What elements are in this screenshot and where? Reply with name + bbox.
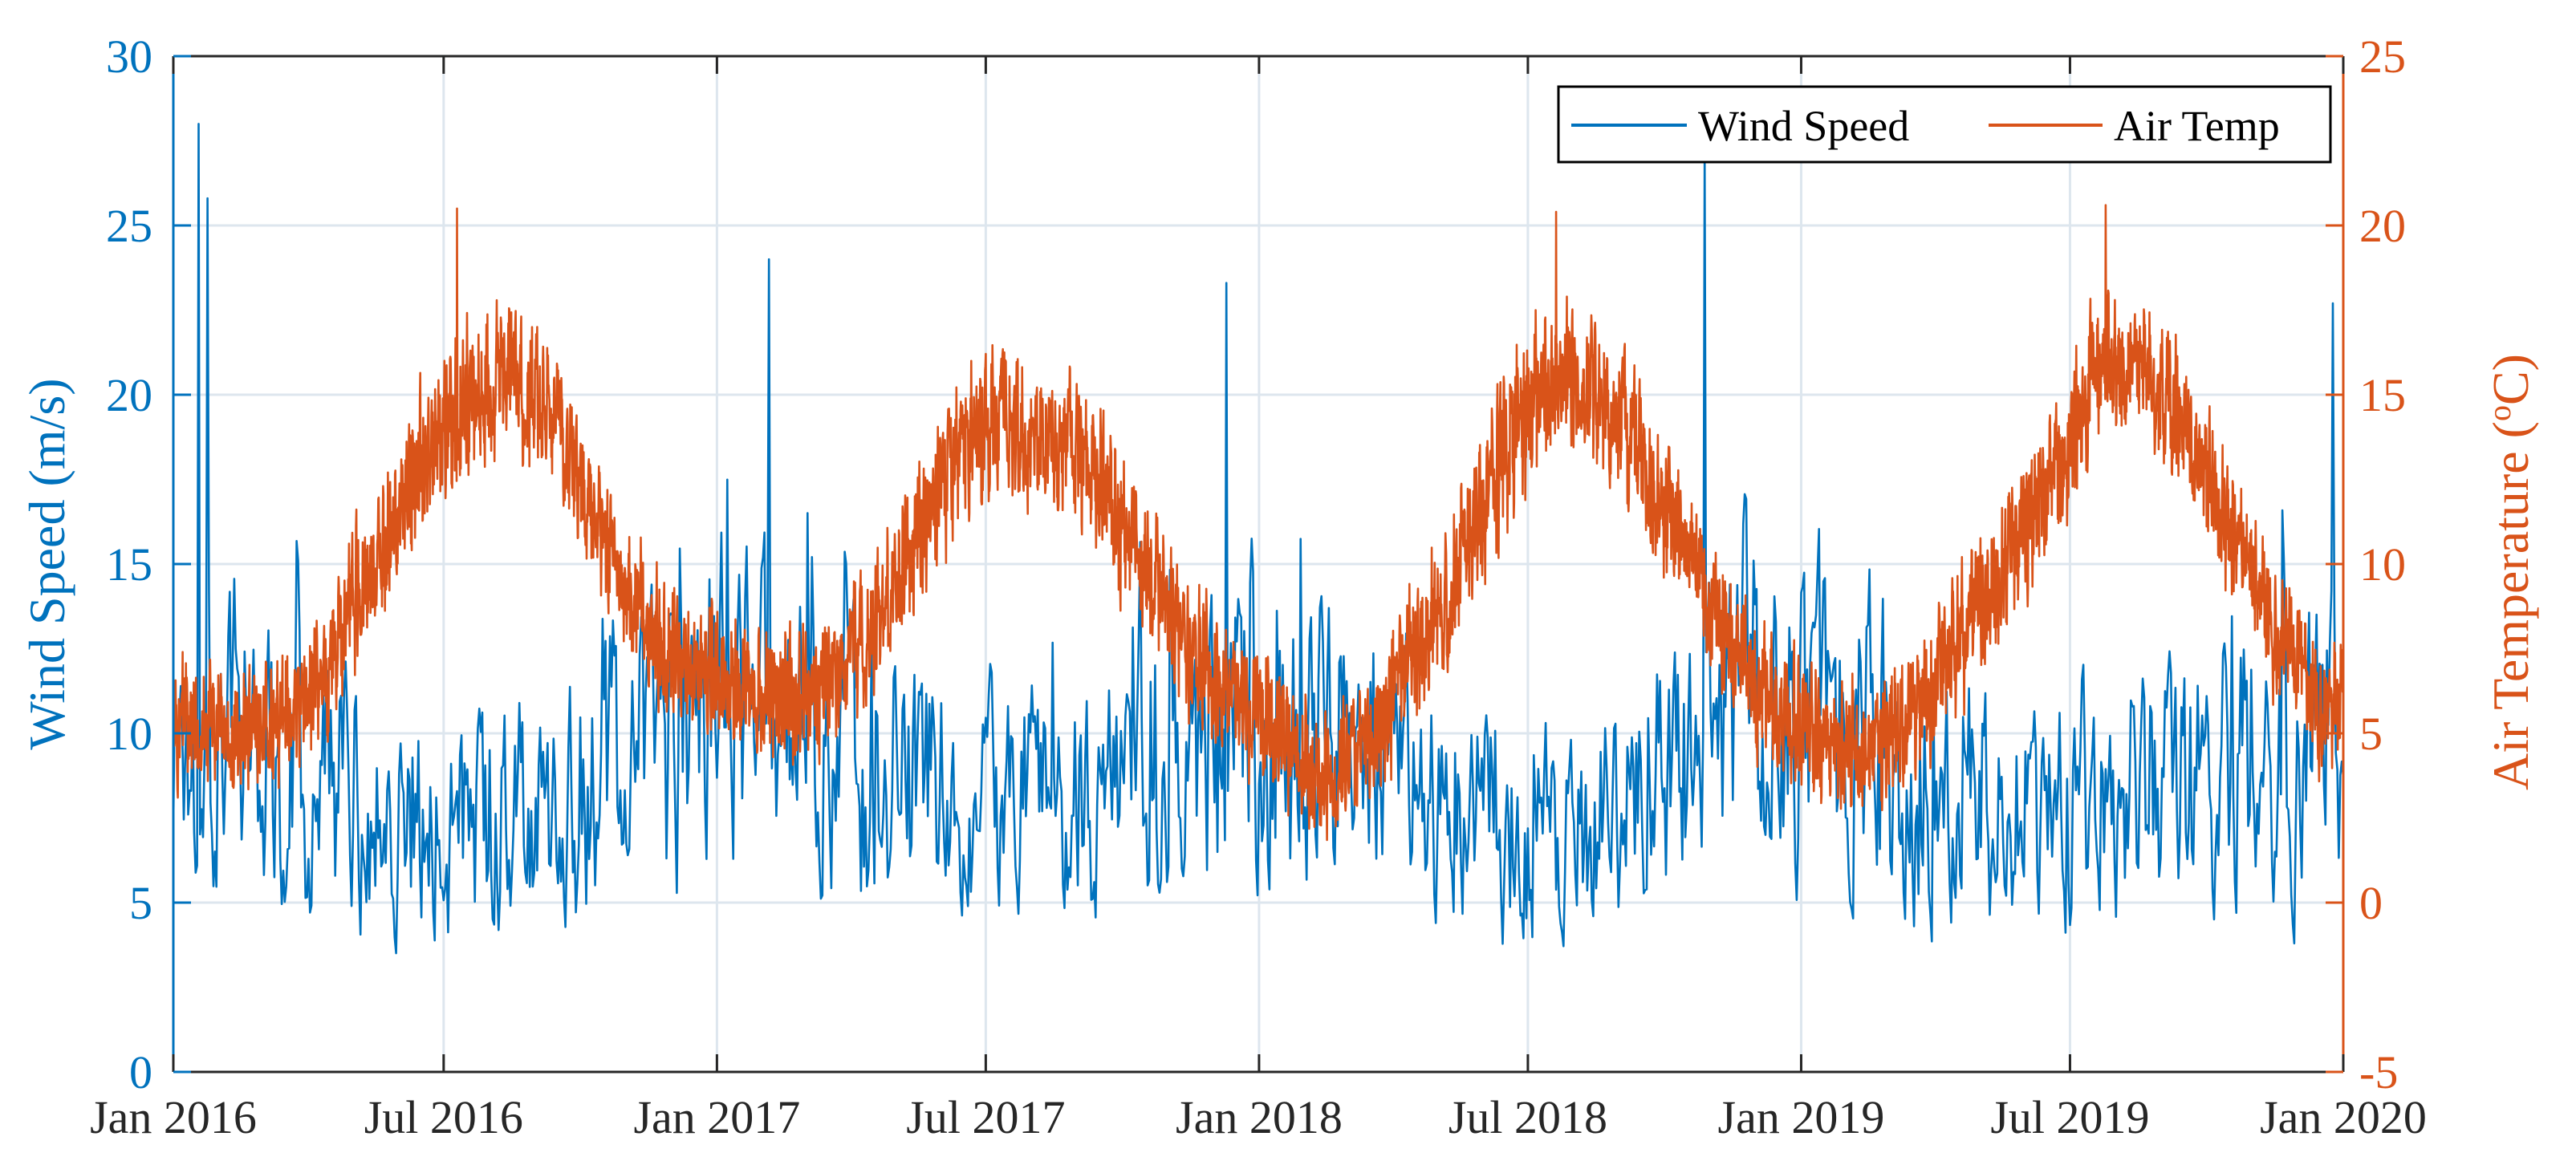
series-air-temp [172,204,2345,842]
right-axis-title: Air Temperature (oC) [2481,354,2540,790]
x-tick-label: Jul 2017 [906,1091,1065,1143]
right-axis-ticks: -5 0 5 10 15 20 25 [2326,30,2406,1098]
right-tick-label: 20 [2359,200,2406,252]
right-tick-label: 15 [2359,369,2406,421]
series-wind-speed [172,123,2345,955]
right-tick-label: 25 [2359,30,2406,83]
right-tick-label: 10 [2359,538,2406,591]
legend: Wind Speed Air Temp [1557,85,2332,164]
right-axis-title-sup: o [2481,405,2517,421]
legend-box [1557,85,2332,164]
x-tick-label: Jul 2016 [364,1091,523,1143]
x-axis-ticks: Jan 2016 Jul 2016 Jan 2017 Jul 2017 Jan 2018… [90,56,2427,1143]
x-tick-label: Jan 2020 [2260,1091,2427,1143]
left-tick-label: 10 [106,708,152,760]
x-tick-label: Jan 2019 [1718,1091,1885,1143]
x-tick-label: Jan 2016 [90,1091,257,1143]
x-tick-label: Jan 2018 [1176,1091,1343,1143]
left-tick-label: 5 [129,877,152,929]
left-tick-label: 0 [129,1046,152,1098]
x-tick-label: Jan 2017 [633,1091,800,1143]
left-tick-label: 30 [106,30,152,83]
right-axis-title-end: C) [2482,354,2539,405]
series-line-wind-speed [172,123,2345,955]
right-tick-label: 5 [2359,708,2383,760]
legend-label-wind-speed: Wind Speed [1698,102,1909,150]
legend-label-air-temp: Air Temp [2114,102,2280,150]
right-tick-label: 0 [2359,877,2383,929]
left-axis-title: Wind Speed (m/s) [18,378,75,749]
right-tick-label: -5 [2359,1046,2398,1098]
right-axis-title-main: Air Temperature ( [2482,421,2539,790]
x-tick-label: Jul 2018 [1448,1091,1607,1143]
left-axis-ticks: 0 5 10 15 20 25 30 [106,30,191,1098]
left-tick-label: 20 [106,369,152,421]
left-tick-label: 15 [106,538,152,591]
left-tick-label: 25 [106,200,152,252]
x-tick-label: Jul 2019 [1990,1091,2149,1143]
series-line-air-temp [172,204,2345,842]
